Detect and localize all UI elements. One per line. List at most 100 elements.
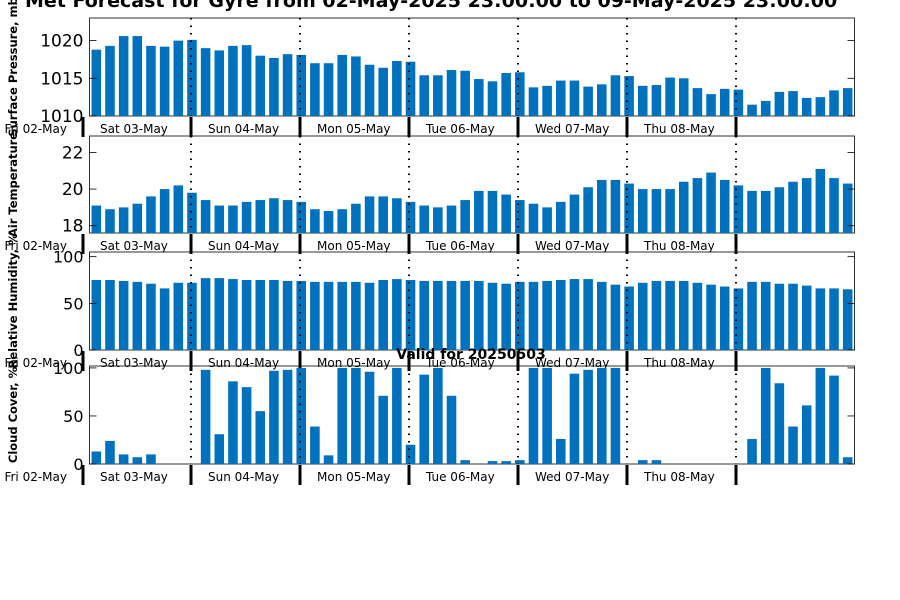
- bar: [651, 460, 662, 464]
- day-label: Thu 08-May: [643, 239, 715, 253]
- bar: [214, 205, 225, 233]
- bar: [296, 367, 307, 464]
- bar: [392, 279, 402, 350]
- y-tick-label: 1010: [40, 107, 83, 127]
- bar: [815, 367, 826, 464]
- bar: [556, 201, 566, 233]
- bottom-panel-title: Valid for 20250503: [396, 347, 545, 363]
- bar: [624, 76, 634, 116]
- figure-title: Met Forecast for Gyre from 02-May-2025 2…: [25, 0, 837, 12]
- bar: [692, 282, 703, 350]
- bar: [392, 367, 402, 464]
- bar: [501, 73, 511, 116]
- bar: [351, 367, 361, 464]
- bar: [678, 78, 689, 116]
- bar: [829, 90, 839, 116]
- bar: [433, 280, 443, 350]
- bar: [91, 280, 102, 350]
- day-tick-mark: [734, 117, 738, 137]
- bar: [760, 100, 771, 116]
- bar: [228, 381, 238, 464]
- bar: [815, 168, 826, 233]
- y-tick-label: 100: [53, 359, 84, 378]
- day-label: Sun 04-May: [208, 470, 279, 484]
- bar: [842, 457, 853, 464]
- bar: [528, 367, 539, 464]
- bar: [378, 196, 388, 233]
- bar: [419, 280, 429, 350]
- bar: [269, 280, 279, 350]
- bar: [282, 200, 293, 233]
- bar: [228, 279, 238, 350]
- day-tick-mark: [734, 465, 738, 485]
- bar: [501, 283, 511, 350]
- day-label: Thu 08-May: [643, 356, 715, 370]
- bar: [610, 179, 621, 233]
- day-tick-mark: [407, 234, 411, 254]
- day-label: Sat 03-May: [100, 239, 168, 253]
- bar: [105, 280, 115, 350]
- bar: [665, 280, 675, 350]
- bar: [392, 198, 402, 233]
- bar: [105, 45, 115, 116]
- bar: [419, 205, 429, 233]
- bar: [118, 280, 129, 350]
- bar: [569, 80, 580, 116]
- bar: [515, 72, 525, 116]
- day-tick-mark: [625, 351, 629, 371]
- bar: [378, 395, 388, 464]
- day-tick-mark: [298, 117, 302, 137]
- bar: [364, 196, 375, 233]
- day-label: Sat 03-May: [100, 470, 168, 484]
- bar: [556, 80, 566, 116]
- bar: [337, 54, 347, 116]
- day-label: Sat 03-May: [100, 356, 168, 370]
- day-label: Sat 03-May: [100, 122, 168, 136]
- day-label: Fri 02-May: [4, 239, 67, 253]
- bar: [665, 77, 675, 116]
- bar: [583, 86, 593, 116]
- bar: [214, 434, 225, 464]
- bar: [569, 194, 580, 233]
- day-label: Wed 07-May: [535, 356, 609, 370]
- bar: [597, 367, 607, 464]
- day-tick-mark: [734, 234, 738, 254]
- bar: [200, 278, 211, 350]
- bar: [405, 444, 416, 464]
- bar: [719, 179, 730, 233]
- day-label: Fri 02-May: [4, 356, 67, 370]
- bar: [241, 280, 252, 350]
- bar: [501, 194, 511, 233]
- y-axis-label: Air Temperature: [6, 132, 20, 237]
- bar: [351, 203, 361, 233]
- bar: [637, 282, 648, 350]
- bar: [569, 279, 580, 350]
- day-tick-mark: [298, 234, 302, 254]
- bar: [173, 185, 184, 233]
- bar: [515, 460, 525, 464]
- bar: [801, 97, 812, 116]
- bar: [419, 374, 429, 464]
- day-label: Thu 08-May: [643, 122, 715, 136]
- bar: [200, 200, 211, 233]
- day-tick-mark: [407, 117, 411, 137]
- bar: [241, 45, 252, 116]
- y-axis-label: Cloud Cover, %: [6, 366, 20, 463]
- bar: [255, 280, 266, 350]
- bar: [132, 203, 143, 233]
- bar: [255, 200, 266, 233]
- bar: [310, 281, 320, 350]
- plot-area: [89, 135, 855, 234]
- bar: [200, 369, 211, 464]
- bar: [487, 81, 498, 116]
- bar: [733, 89, 744, 116]
- bar: [337, 209, 347, 233]
- plot-area: [89, 365, 855, 465]
- bar: [269, 370, 279, 464]
- y-axis-label: Relative Humidity, %: [6, 233, 20, 368]
- day-label: Wed 07-May: [535, 239, 609, 253]
- bar: [692, 178, 703, 233]
- bar: [774, 283, 785, 350]
- day-label: Fri 02-May: [4, 470, 67, 484]
- bar: [241, 201, 252, 233]
